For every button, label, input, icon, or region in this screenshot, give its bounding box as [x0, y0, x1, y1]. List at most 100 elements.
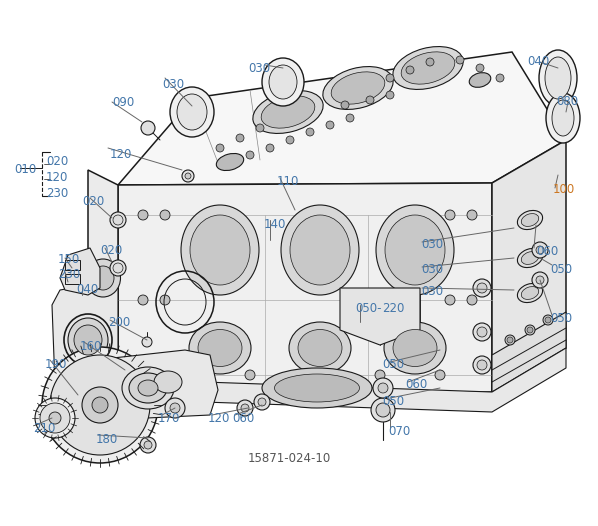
- Circle shape: [373, 378, 393, 398]
- Circle shape: [110, 212, 126, 228]
- Ellipse shape: [154, 371, 182, 393]
- Circle shape: [216, 144, 224, 152]
- Circle shape: [378, 383, 388, 393]
- Text: 070: 070: [388, 425, 410, 438]
- Ellipse shape: [289, 322, 351, 374]
- Circle shape: [40, 403, 70, 433]
- Circle shape: [142, 337, 152, 347]
- Text: 170: 170: [158, 412, 181, 425]
- Ellipse shape: [261, 96, 315, 128]
- Circle shape: [473, 356, 491, 374]
- Text: 050: 050: [382, 358, 404, 371]
- Text: 140: 140: [264, 218, 286, 231]
- Circle shape: [141, 121, 155, 135]
- Text: 150: 150: [58, 253, 80, 266]
- Ellipse shape: [331, 72, 385, 104]
- Circle shape: [195, 370, 205, 380]
- Circle shape: [138, 295, 148, 305]
- Polygon shape: [492, 140, 566, 392]
- Ellipse shape: [517, 248, 542, 268]
- Ellipse shape: [385, 215, 445, 285]
- Text: 230: 230: [58, 268, 80, 281]
- Circle shape: [113, 215, 123, 225]
- Circle shape: [386, 91, 394, 99]
- Circle shape: [160, 210, 170, 220]
- Circle shape: [366, 96, 374, 104]
- Polygon shape: [52, 280, 118, 400]
- Circle shape: [170, 403, 180, 413]
- Circle shape: [236, 134, 244, 142]
- Circle shape: [82, 387, 118, 423]
- Text: 220: 220: [382, 302, 404, 315]
- Text: 040: 040: [527, 55, 549, 68]
- Circle shape: [505, 335, 515, 345]
- Circle shape: [507, 337, 513, 343]
- Ellipse shape: [129, 373, 167, 403]
- Circle shape: [237, 400, 253, 416]
- Polygon shape: [118, 52, 566, 185]
- Text: 100: 100: [553, 183, 575, 196]
- Text: 230: 230: [46, 187, 68, 200]
- Circle shape: [35, 398, 75, 438]
- Polygon shape: [80, 350, 218, 420]
- Ellipse shape: [393, 47, 463, 89]
- Circle shape: [525, 325, 535, 335]
- Circle shape: [182, 170, 194, 182]
- Circle shape: [113, 263, 123, 273]
- Text: 060: 060: [536, 245, 559, 258]
- Circle shape: [258, 398, 266, 406]
- Circle shape: [326, 121, 334, 129]
- Ellipse shape: [262, 58, 304, 106]
- Ellipse shape: [190, 215, 250, 285]
- Text: 040: 040: [76, 283, 98, 296]
- Polygon shape: [340, 288, 420, 345]
- Text: 080: 080: [556, 95, 578, 108]
- Polygon shape: [88, 348, 566, 412]
- Text: 110: 110: [277, 175, 300, 188]
- Circle shape: [476, 64, 484, 72]
- Text: 160: 160: [80, 340, 102, 353]
- Circle shape: [473, 279, 491, 297]
- Circle shape: [341, 101, 349, 109]
- Ellipse shape: [469, 73, 491, 87]
- Circle shape: [386, 74, 394, 82]
- Ellipse shape: [281, 205, 359, 295]
- Circle shape: [406, 66, 414, 74]
- Circle shape: [376, 403, 390, 417]
- Ellipse shape: [269, 65, 297, 99]
- Ellipse shape: [74, 325, 102, 355]
- Circle shape: [140, 437, 156, 453]
- Circle shape: [467, 210, 477, 220]
- Ellipse shape: [216, 154, 243, 170]
- Circle shape: [371, 398, 395, 422]
- Circle shape: [138, 210, 148, 220]
- Circle shape: [92, 397, 108, 413]
- Text: 060: 060: [232, 412, 254, 425]
- Text: 030: 030: [421, 285, 443, 298]
- Ellipse shape: [323, 67, 393, 109]
- Text: 200: 200: [108, 316, 130, 329]
- Bar: [65, 274, 80, 284]
- Circle shape: [49, 412, 61, 424]
- Ellipse shape: [401, 52, 455, 84]
- Text: 020: 020: [46, 155, 68, 168]
- Ellipse shape: [274, 374, 359, 402]
- Ellipse shape: [545, 57, 571, 99]
- Circle shape: [375, 370, 385, 380]
- Text: 050: 050: [550, 312, 572, 325]
- Ellipse shape: [138, 380, 158, 396]
- Ellipse shape: [68, 318, 108, 362]
- Ellipse shape: [384, 322, 446, 374]
- Ellipse shape: [290, 215, 350, 285]
- Ellipse shape: [170, 87, 214, 137]
- Circle shape: [346, 114, 354, 122]
- Text: 120: 120: [208, 412, 230, 425]
- Ellipse shape: [517, 284, 542, 302]
- Circle shape: [266, 144, 274, 152]
- Circle shape: [477, 360, 487, 370]
- Circle shape: [477, 283, 487, 293]
- Text: 15871-024-10: 15871-024-10: [248, 452, 331, 465]
- Ellipse shape: [521, 287, 539, 299]
- Text: 050-: 050-: [355, 302, 382, 315]
- Polygon shape: [60, 248, 100, 295]
